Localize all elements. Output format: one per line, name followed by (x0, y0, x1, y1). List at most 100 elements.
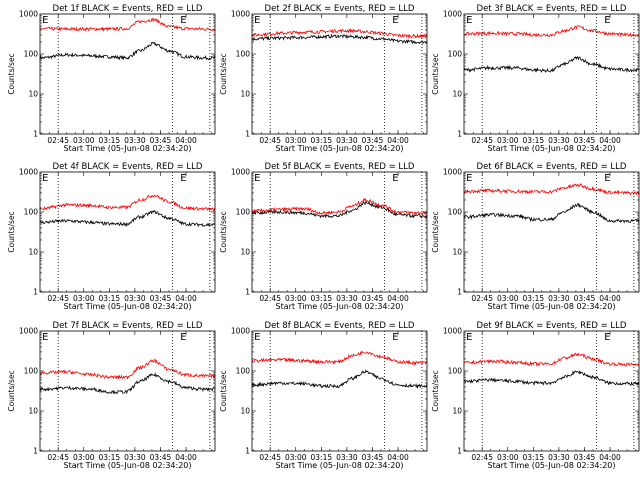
series-lld-line (463, 352, 640, 367)
y-tick-label: 1000 (19, 327, 38, 336)
x-tick-label: 02:45 (47, 453, 69, 462)
event-flag-label: E (392, 173, 398, 184)
x-tick-label: 04:00 (175, 294, 197, 303)
event-flag-label: E (180, 15, 186, 26)
y-tick-label: 100 (236, 208, 251, 217)
x-tick-label: 02:45 (471, 294, 493, 303)
event-flag-label: E (254, 173, 260, 184)
event-flag-label: E (42, 332, 48, 343)
y-tick-label: 10 (28, 248, 38, 257)
x-tick-label: 04:00 (599, 136, 621, 145)
y-tick-label: 1 (33, 447, 38, 456)
event-flag-label: E (254, 15, 260, 26)
x-tick-label: 03:30 (336, 453, 358, 462)
x-tick-label: 04:00 (175, 453, 197, 462)
plot-frame (39, 13, 216, 135)
y-axis-label: Counts/sec (431, 370, 440, 411)
x-tick-label: 03:30 (124, 136, 146, 145)
x-tick-label: 03:00 (497, 294, 519, 303)
event-flag-label: E (180, 332, 186, 343)
series-events-line (251, 33, 428, 45)
x-tick-label: 03:15 (99, 136, 121, 145)
y-tick-label: 100 (236, 367, 251, 376)
series-events-line (251, 369, 428, 390)
x-tick-label: 03:15 (523, 294, 545, 303)
x-tick-label: 03:00 (73, 136, 95, 145)
y-axis-label: Counts/sec (7, 211, 16, 252)
panel-title: Det 3f BLACK = Events, RED = LLD (477, 4, 627, 14)
panel-det-5: Det 5f BLACK = Events, RED = LLD 1 10 100 10… (219, 162, 428, 311)
x-tick-label: 03:15 (99, 294, 121, 303)
x-tick-label: 03:00 (73, 453, 95, 462)
event-flag-label: E (466, 332, 472, 343)
series-events-line (39, 41, 216, 61)
x-tick-label: 03:45 (362, 453, 384, 462)
y-tick-label: 1000 (443, 168, 462, 177)
series-lld-line (463, 183, 640, 196)
x-tick-label: 03:45 (574, 453, 596, 462)
x-tick-label: 03:45 (150, 294, 172, 303)
x-tick-label: 03:15 (311, 136, 333, 145)
y-tick-label: 100 (236, 50, 251, 59)
x-tick-label: 04:00 (387, 453, 409, 462)
x-axis-label: Start Time (05-Jun-08 02:34:20) (488, 144, 616, 153)
series-events-line (39, 372, 216, 395)
panel-det-6: Det 6f BLACK = Events, RED = LLD 1 10 100 10… (431, 162, 640, 311)
series-lld-line (39, 17, 216, 32)
panel-det-1: Det 1f BLACK = Events, RED = LLD 1 10 100 10… (7, 4, 216, 153)
panel-det-2: Det 2f BLACK = Events, RED = LLD 1 10 100 10… (219, 4, 428, 153)
x-tick-label: 03:30 (124, 453, 146, 462)
x-tick-label: 03:30 (548, 136, 570, 145)
plot-frame (251, 13, 428, 135)
event-flag-label: E (392, 15, 398, 26)
x-tick-label: 03:15 (311, 294, 333, 303)
x-tick-label: 03:15 (311, 453, 333, 462)
event-flag-label: E (604, 332, 610, 343)
plot-frame (39, 171, 216, 293)
x-tick-label: 03:30 (548, 294, 570, 303)
y-tick-label: 1000 (443, 327, 462, 336)
series-events-line (463, 370, 640, 386)
x-tick-label: 04:00 (387, 136, 409, 145)
x-tick-label: 03:15 (523, 136, 545, 145)
panel-det-4: Det 4f BLACK = Events, RED = LLD 1 10 100 10… (7, 162, 216, 311)
panel-det-3: Det 3f BLACK = Events, RED = LLD 1 10 100 10… (431, 4, 640, 153)
y-tick-label: 10 (28, 90, 38, 99)
x-tick-label: 03:15 (523, 453, 545, 462)
x-tick-label: 02:45 (259, 294, 281, 303)
y-tick-label: 1 (457, 447, 462, 456)
series-events-line (463, 56, 640, 74)
y-tick-label: 1000 (231, 327, 250, 336)
y-axis-label: Counts/sec (219, 211, 228, 252)
x-tick-label: 02:45 (47, 294, 69, 303)
x-tick-label: 02:45 (259, 453, 281, 462)
y-axis-label: Counts/sec (219, 53, 228, 94)
x-tick-label: 03:45 (574, 294, 596, 303)
plot-frame (39, 330, 216, 452)
event-flag-label: E (180, 173, 186, 184)
y-axis-label: Counts/sec (7, 370, 16, 411)
y-tick-label: 100 (24, 208, 39, 217)
x-tick-label: 03:00 (497, 453, 519, 462)
series-lld-line (251, 27, 428, 40)
series-events-line (40, 209, 216, 228)
plot-frame (463, 171, 640, 293)
x-tick-label: 03:00 (285, 453, 307, 462)
y-tick-label: 1 (245, 447, 250, 456)
x-axis-label: Start Time (05-Jun-08 02:34:20) (276, 461, 404, 470)
series-events-line (463, 203, 640, 224)
y-tick-label: 1 (457, 130, 462, 139)
panel-title: Det 5f BLACK = Events, RED = LLD (265, 162, 415, 172)
series-lld-line (251, 197, 428, 216)
event-flag-label: E (466, 15, 472, 26)
y-tick-label: 10 (452, 407, 462, 416)
panel-title: Det 1f BLACK = Events, RED = LLD (53, 4, 203, 14)
x-tick-label: 04:00 (599, 294, 621, 303)
y-tick-label: 10 (452, 90, 462, 99)
y-tick-label: 1 (33, 288, 38, 297)
x-axis-label: Start Time (05-Jun-08 02:34:20) (276, 144, 404, 153)
y-tick-label: 10 (452, 248, 462, 257)
panel-title: Det 9f BLACK = Events, RED = LLD (477, 321, 627, 331)
x-tick-label: 02:45 (47, 136, 69, 145)
